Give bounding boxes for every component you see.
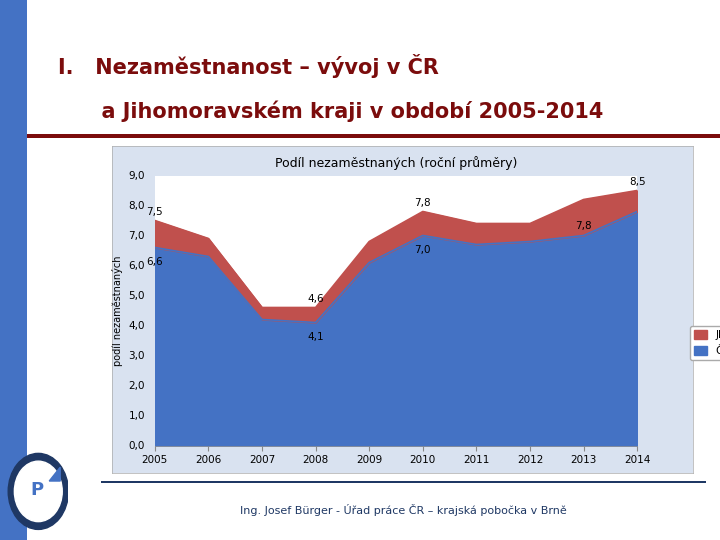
Legend: JMK, ČR: JMK, ČR [690, 326, 720, 360]
Text: P: P [30, 481, 43, 498]
Text: 7,8: 7,8 [575, 221, 592, 231]
Circle shape [14, 461, 62, 522]
Text: I.   Nezaměstnanost – vývoj v ČR: I. Nezaměstnanost – vývoj v ČR [58, 55, 438, 78]
Circle shape [8, 454, 68, 529]
Text: 7,0: 7,0 [415, 245, 431, 255]
Title: Podíl nezaměstnaných (roční průměry): Podíl nezaměstnaných (roční průměry) [275, 156, 517, 170]
Text: a Jihomoravském kraji v období 2005-2014: a Jihomoravském kraji v období 2005-2014 [58, 100, 603, 122]
Text: 4,6: 4,6 [307, 294, 324, 304]
Polygon shape [49, 467, 60, 481]
Text: 7,5: 7,5 [146, 207, 163, 217]
Text: 7,8: 7,8 [415, 198, 431, 207]
Text: 8,5: 8,5 [629, 177, 646, 187]
Text: Ing. Josef Bürger - Úřad práce ČR – krajská pobočka v Brně: Ing. Josef Bürger - Úřad práce ČR – kraj… [240, 504, 567, 516]
Text: 6,6: 6,6 [146, 257, 163, 267]
Text: 4,1: 4,1 [307, 332, 324, 342]
Y-axis label: podíl nezaměstnaných: podíl nezaměstnaných [112, 255, 123, 366]
